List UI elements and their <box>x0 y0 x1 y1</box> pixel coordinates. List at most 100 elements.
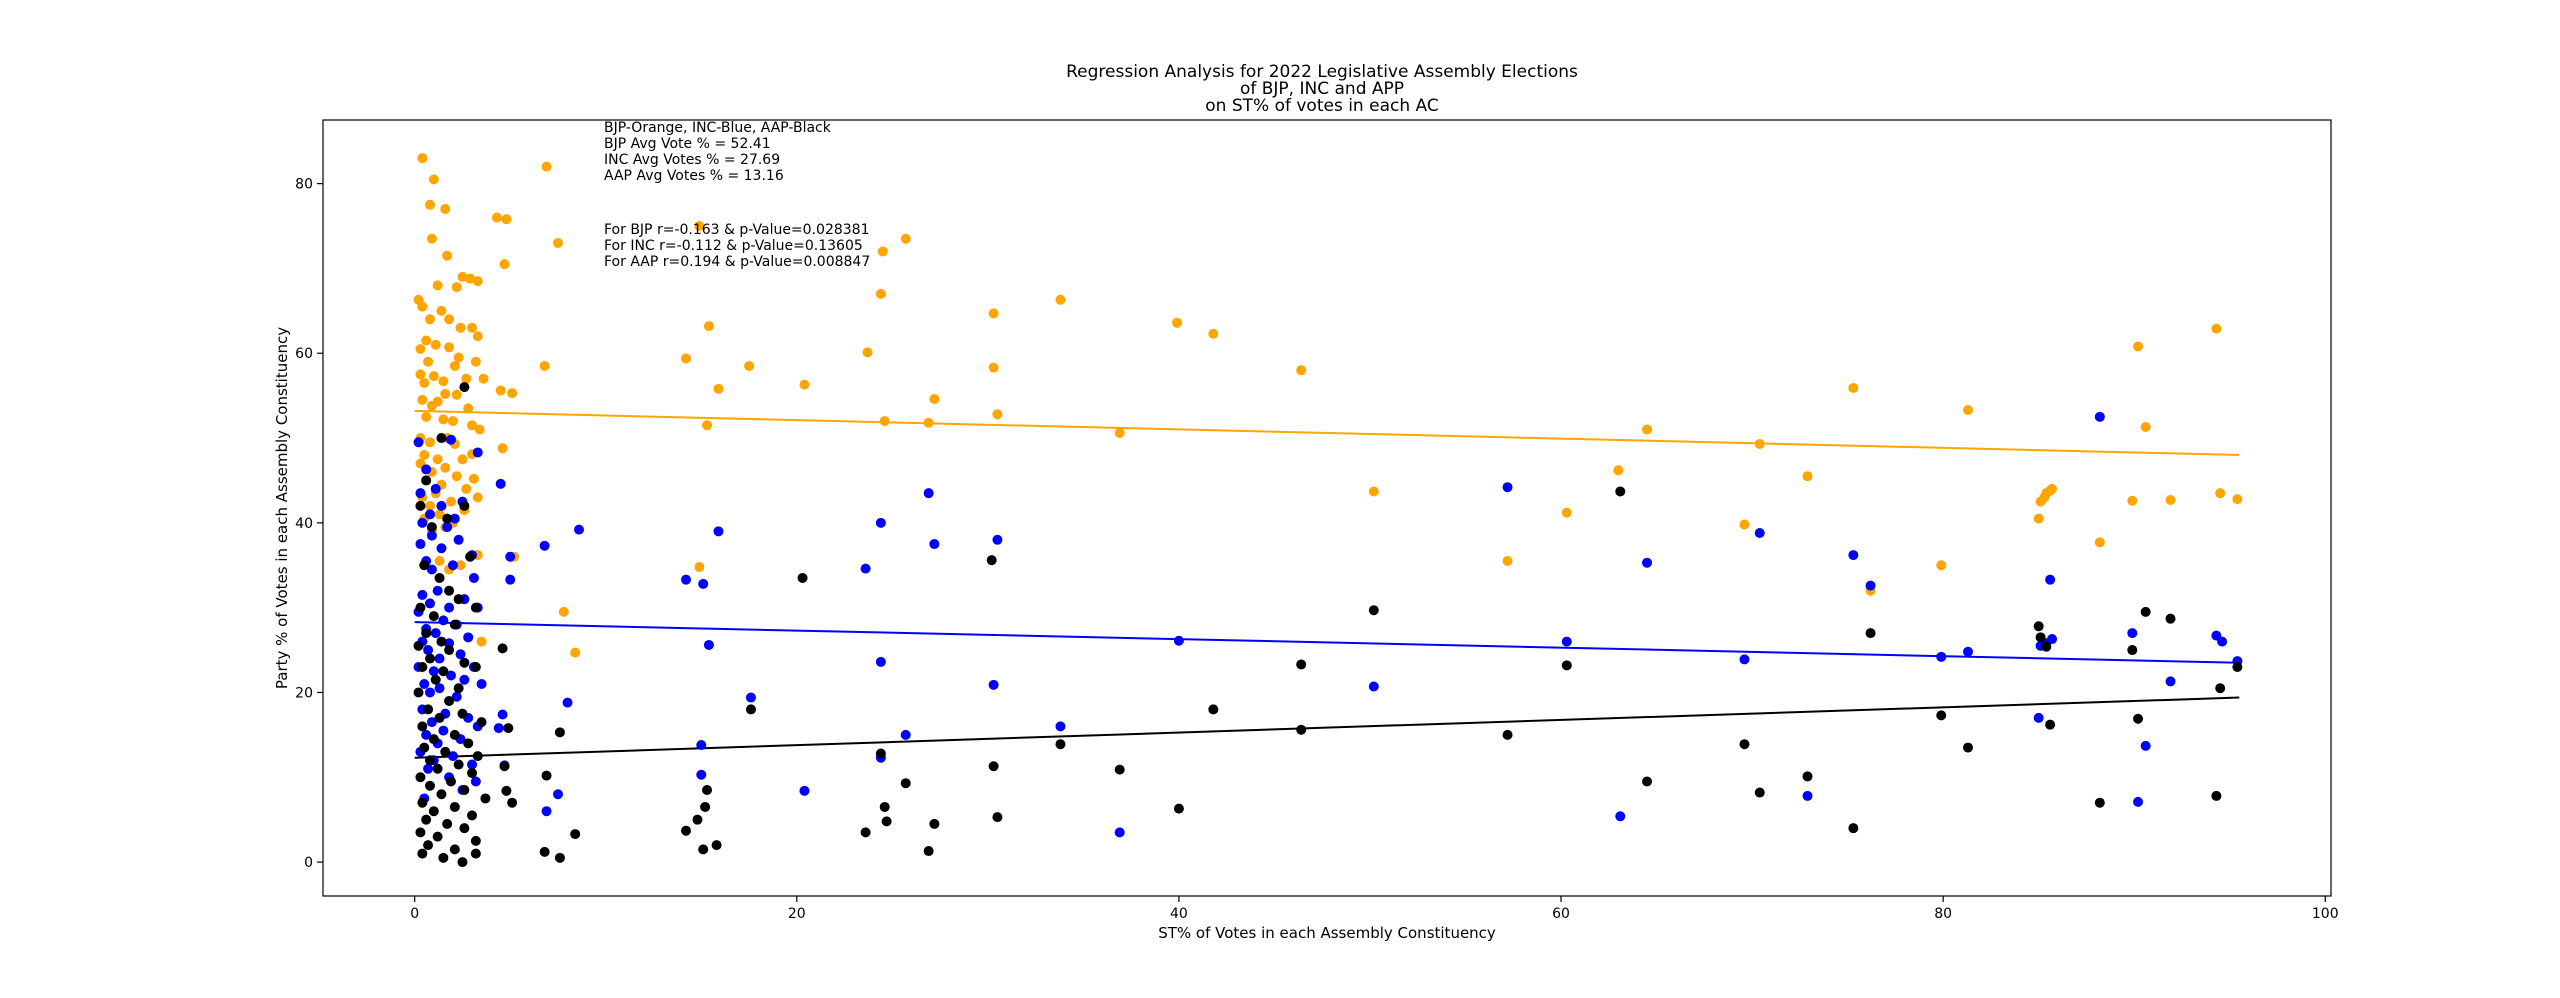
aap-point <box>444 645 455 656</box>
bjp-point <box>455 322 466 333</box>
bjp-point <box>862 347 873 358</box>
aap-point <box>1208 704 1219 715</box>
inc-point <box>413 437 424 448</box>
bjp-point <box>424 500 435 511</box>
inc-point <box>453 534 464 545</box>
aap-point <box>459 784 470 795</box>
aap-point <box>554 727 565 738</box>
inc-point <box>574 524 585 535</box>
aap-point <box>797 572 808 583</box>
bjp-point <box>501 214 512 225</box>
y-tick-label: 0 <box>304 855 313 871</box>
inc-point <box>495 478 506 489</box>
bjp-point <box>2140 422 2151 433</box>
inc-point <box>447 560 458 571</box>
inc-point <box>2094 411 2105 422</box>
bjp-point <box>495 385 506 396</box>
aap-point <box>423 840 434 851</box>
chart-title: Regression Analysis for 2022 Legislative… <box>1066 62 1578 116</box>
inc-point <box>2140 740 2151 751</box>
inc-point <box>442 522 453 533</box>
aap-point <box>570 829 581 840</box>
x-tick-label: 40 <box>1170 906 1188 922</box>
aap-point <box>539 846 550 857</box>
aap-point <box>415 827 426 838</box>
inc-point <box>988 679 999 690</box>
bjp-point <box>415 343 426 354</box>
inc-point <box>923 488 934 499</box>
aap-point <box>419 560 430 571</box>
aap-point <box>2033 621 2044 632</box>
bjp-point <box>694 221 705 232</box>
bjp-point <box>434 509 445 520</box>
inc-point <box>417 517 428 528</box>
bjp-point <box>539 360 550 371</box>
aap-point <box>453 759 464 770</box>
aap-point <box>424 755 435 766</box>
aap-point <box>929 818 940 829</box>
title-line-1: Regression Analysis for 2022 Legislative… <box>1066 62 1578 82</box>
regression-lines <box>414 409 2240 759</box>
inc-point <box>552 789 563 800</box>
annotation-aap-avg: AAP Avg Votes % = 13.16 <box>604 168 784 184</box>
bjp-point <box>461 373 472 384</box>
bjp-point <box>1613 465 1624 476</box>
aap-point <box>1502 729 1513 740</box>
aap-point <box>415 602 426 613</box>
inc-point <box>493 723 504 734</box>
inc-point <box>505 551 516 562</box>
title-line-2: of BJP, INC and APP <box>1240 79 1404 99</box>
aap-point <box>459 382 470 393</box>
bjp-point <box>415 369 426 380</box>
aap-point <box>472 751 483 762</box>
inc-point <box>497 709 508 720</box>
inc-series-points <box>413 411 2243 838</box>
aap-point <box>860 827 871 838</box>
aap-point <box>1368 605 1379 616</box>
aap-point <box>480 793 491 804</box>
aap-point <box>745 704 756 715</box>
bjp-point <box>879 416 890 427</box>
inc-point <box>430 628 441 639</box>
bjp-point <box>923 417 934 428</box>
bjp-point <box>1561 507 1572 518</box>
bjp-point <box>1962 405 1973 416</box>
bjp-point <box>681 353 692 364</box>
inc-point <box>468 572 479 583</box>
inc-point <box>696 740 707 751</box>
bjp-point <box>541 161 552 172</box>
inc-point <box>1848 550 1859 561</box>
aap-point <box>424 780 435 791</box>
inc-point <box>1642 557 1653 568</box>
aap-point <box>415 772 426 783</box>
inc-point <box>713 526 724 537</box>
inc-point <box>459 674 470 685</box>
inc-point <box>2045 574 2056 585</box>
bjp-point <box>491 212 502 223</box>
aap-point <box>2035 632 2046 643</box>
aap-point <box>470 602 481 613</box>
bjp-point <box>451 282 462 293</box>
bjp-point <box>1754 438 1765 449</box>
inc-point <box>415 488 426 499</box>
inc-point <box>421 464 432 475</box>
bjp-point <box>875 288 886 299</box>
y-tick-label: 40 <box>295 516 313 532</box>
aap-point <box>711 840 722 851</box>
bjp-point <box>428 174 439 185</box>
bjp-point <box>449 360 460 371</box>
aap-point <box>1936 710 1947 721</box>
aap-point <box>436 636 447 647</box>
bjp-point <box>461 483 472 494</box>
aap-point <box>453 594 464 605</box>
aap-point <box>879 801 890 812</box>
aap-point <box>457 857 468 868</box>
aap-point <box>449 729 460 740</box>
aap-point <box>434 712 445 723</box>
aap-point <box>449 619 460 630</box>
aap-point <box>2045 719 2056 730</box>
inc-point <box>1865 580 1876 591</box>
aap-point <box>507 797 518 808</box>
bjp-point <box>424 314 435 325</box>
aap-point <box>470 662 481 673</box>
